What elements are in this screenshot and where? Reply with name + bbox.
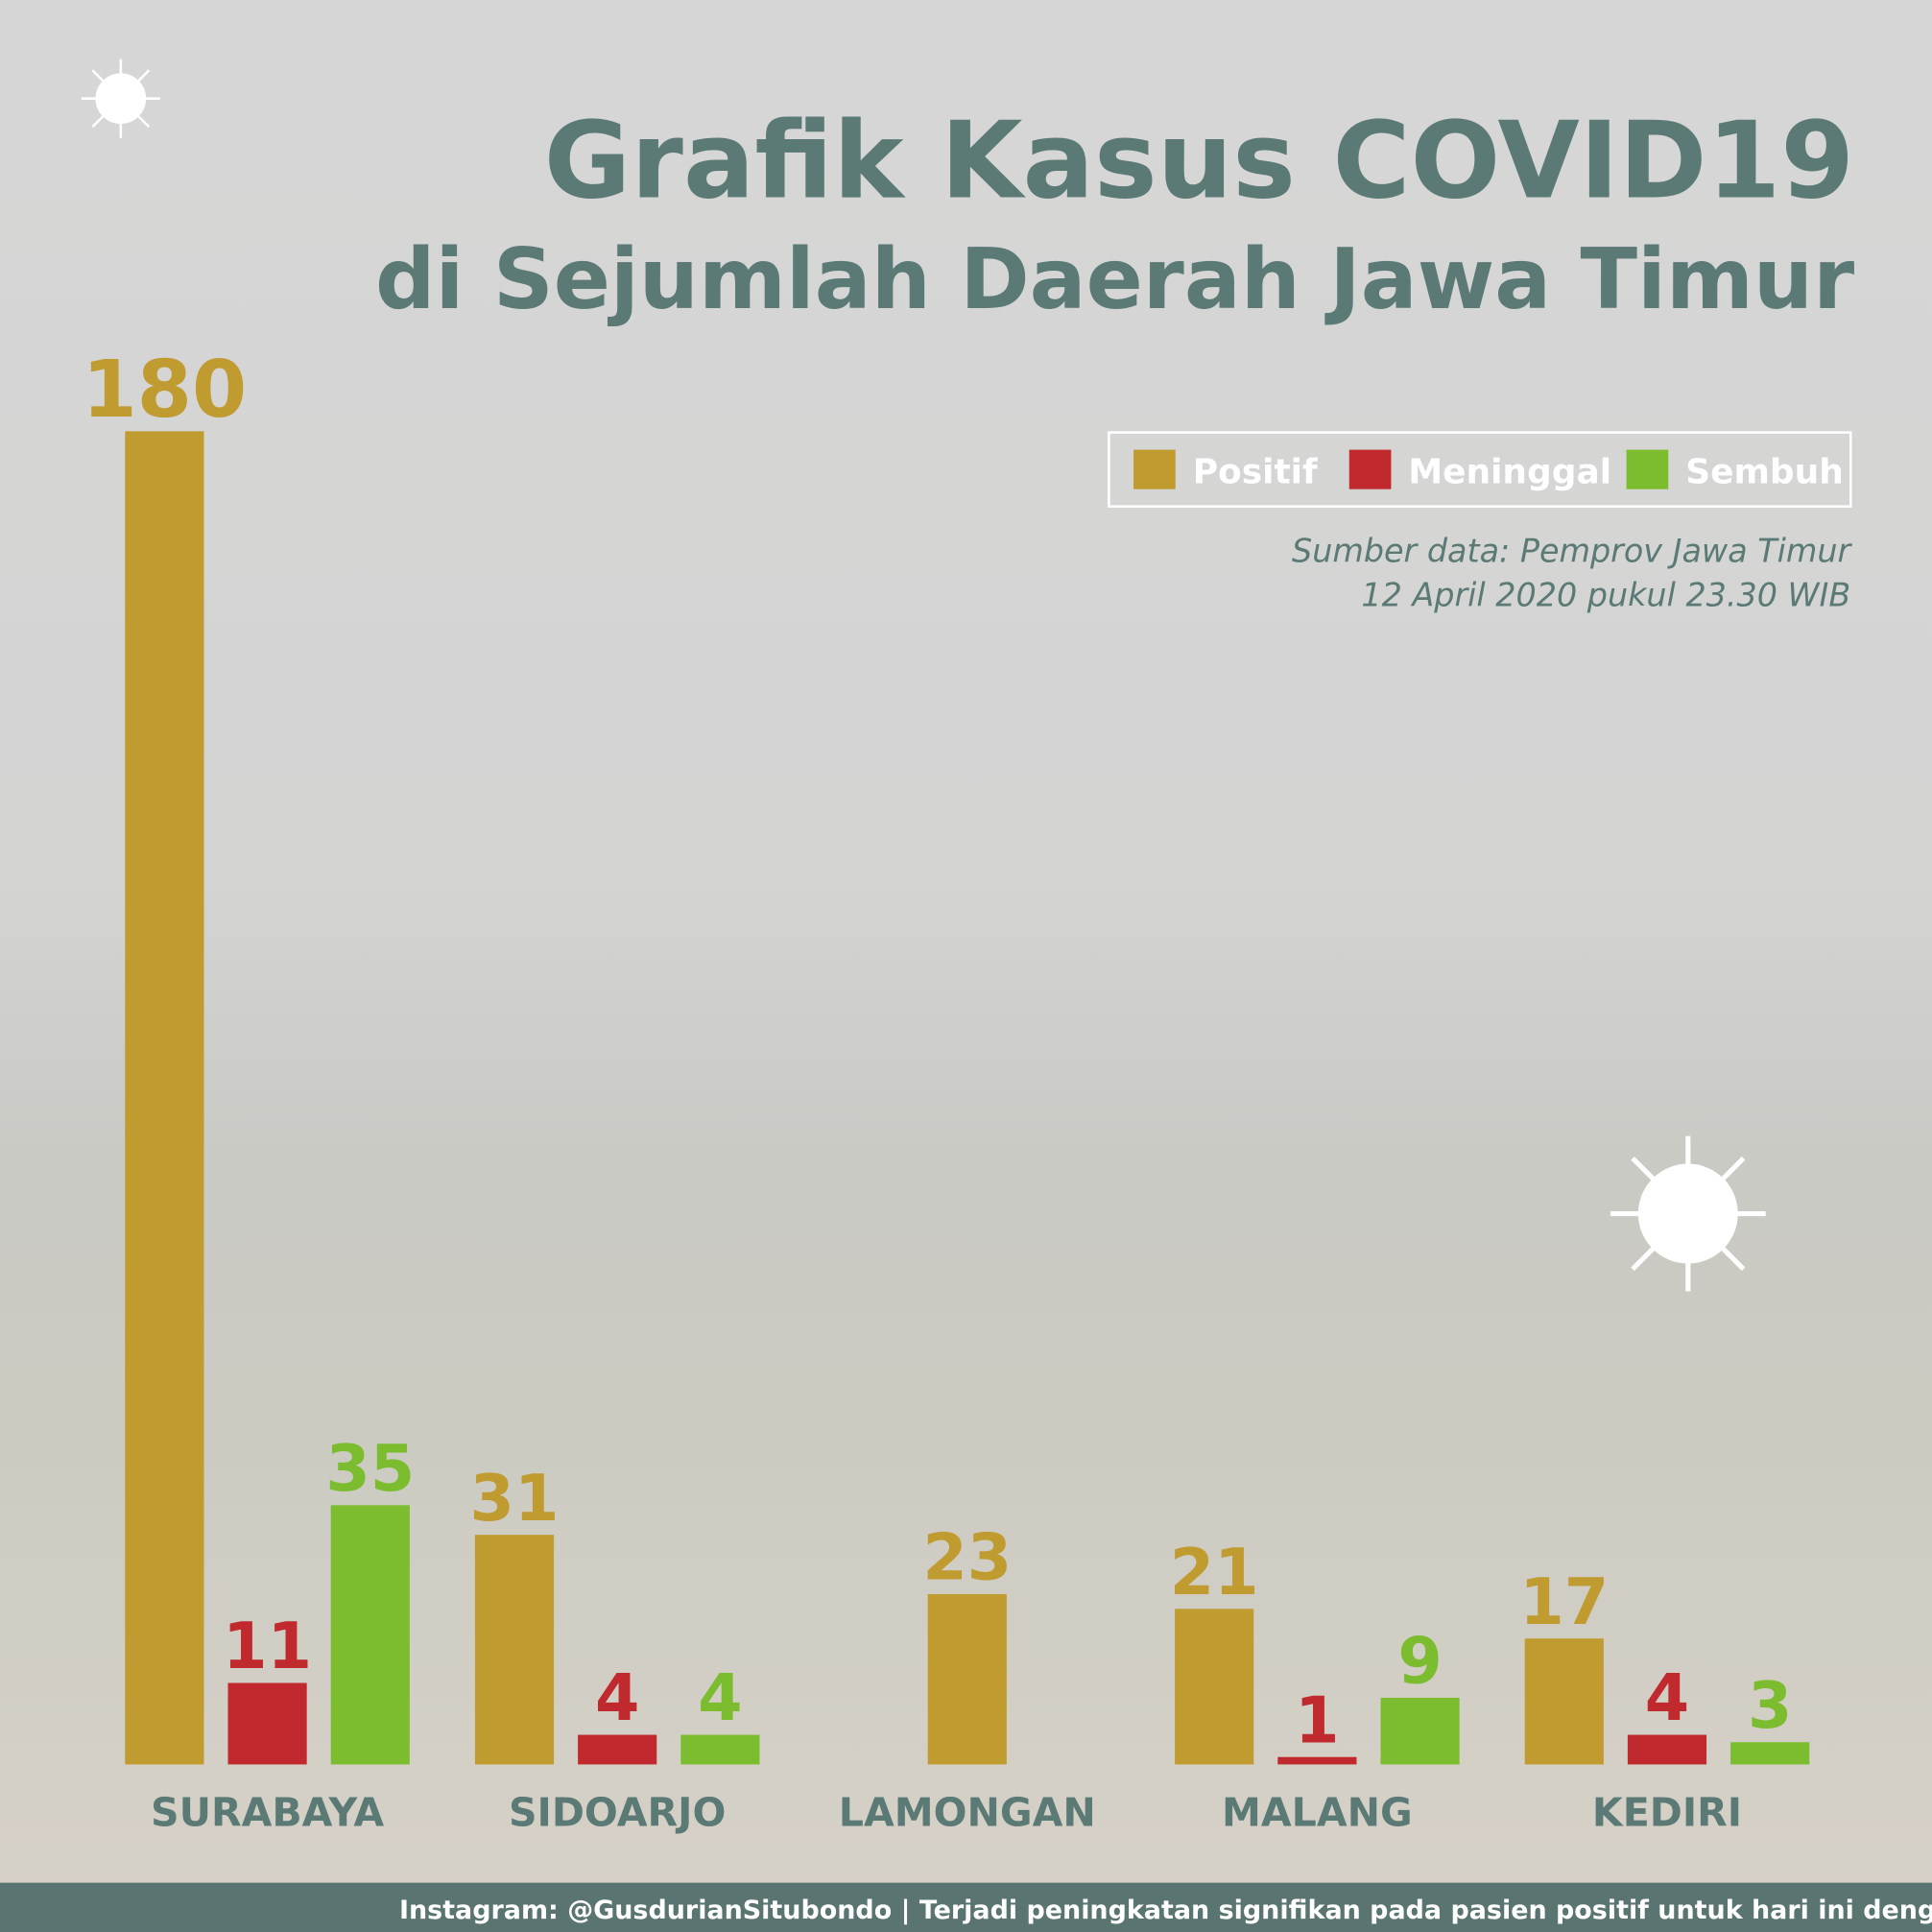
legend-label: Positif [1193,452,1318,491]
legend-swatch [1133,449,1176,489]
x-tick-label: SIDOARJO [509,1790,726,1836]
bar [927,1593,1007,1765]
legend-swatch [1348,449,1392,489]
legend-swatch [1626,449,1669,489]
bar [330,1505,410,1765]
bar [1277,1756,1357,1765]
value-label: 1 [1295,1682,1339,1757]
value-label: 31 [470,1461,560,1536]
bar [474,1535,555,1765]
value-label: 21 [1170,1535,1259,1610]
virus-icon [81,59,160,138]
x-tick-label: MALANG [1222,1790,1413,1836]
x-tick-label: SURABAYA [151,1790,384,1836]
bar [578,1734,657,1765]
chart-subtitle: di Sejumlah Daerah Jawa Timur [375,230,1854,328]
bar [1380,1697,1460,1765]
value-label: 11 [223,1609,312,1683]
x-tick-label: KEDIRI [1592,1790,1742,1836]
legend-box [1108,431,1852,508]
bar [1524,1638,1604,1765]
legend-label: Sembuh [1685,452,1844,491]
value-label: 4 [1645,1660,1689,1735]
value-label: 35 [325,1431,415,1506]
legend-label: Meninggal [1408,452,1611,491]
footer: Instagram: @GusdurianSitubondo | Terjadi… [399,1896,1932,1925]
footer-text: Instagram: @GusdurianSitubondo | Terjadi… [399,1896,1932,1925]
bar [1730,1742,1810,1765]
source-note: Sumber data: Pemprov Jawa Timur [1292,532,1852,569]
bar [125,431,204,1765]
value-label: 4 [595,1660,639,1735]
value-label: 9 [1397,1624,1442,1699]
footer-bar [0,1882,1932,1932]
value-label: 180 [83,345,248,436]
value-label: 17 [1519,1564,1609,1639]
chart-title: Grafik Kasus COVID19 [544,100,1854,223]
bar [680,1734,760,1765]
value-label: 3 [1748,1668,1792,1743]
value-label: 4 [698,1660,742,1735]
bar [1627,1734,1707,1765]
value-label: 23 [922,1520,1012,1595]
source-note: 12 April 2020 pukul 23.30 WIB [1361,577,1850,614]
bar [1175,1609,1254,1765]
bar [227,1682,307,1765]
x-tick-label: LAMONGAN [839,1790,1096,1836]
virus-icon [1610,1135,1766,1292]
